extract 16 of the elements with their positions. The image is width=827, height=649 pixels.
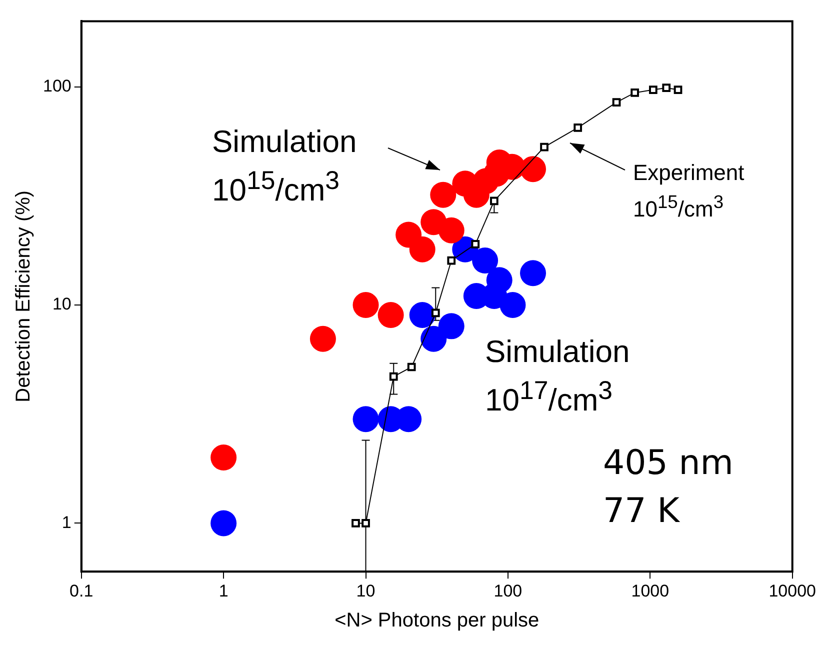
annotation: Simulation 10$^{17}$/cm$^{3}$ (485, 333, 630, 420)
y-tick-label: 10 (52, 294, 72, 314)
x-tick-label: 10000 (768, 581, 816, 600)
annotation: 77 K (603, 490, 680, 533)
x-tick-label: 100 (494, 581, 522, 600)
y-tick-label: 1 (62, 512, 72, 532)
annotation: Experiment 10$^{15}$/cm$^{3}$ (633, 159, 744, 224)
y-axis-title: Detection Efficiency (%) (12, 190, 35, 402)
x-tick-label: 0.1 (70, 581, 94, 600)
x-tick-label: 10 (356, 581, 376, 600)
annotation: Simulation 10$^{15}$/cm$^{3}$ (212, 123, 357, 210)
x-tick-label: 1000 (631, 581, 670, 600)
x-axis-title: <N> Photons per pulse (334, 610, 540, 632)
x-tick-label: 1 (218, 581, 228, 600)
y-tick-label: 100 (42, 76, 72, 96)
annotation: 405 nm (603, 442, 734, 485)
